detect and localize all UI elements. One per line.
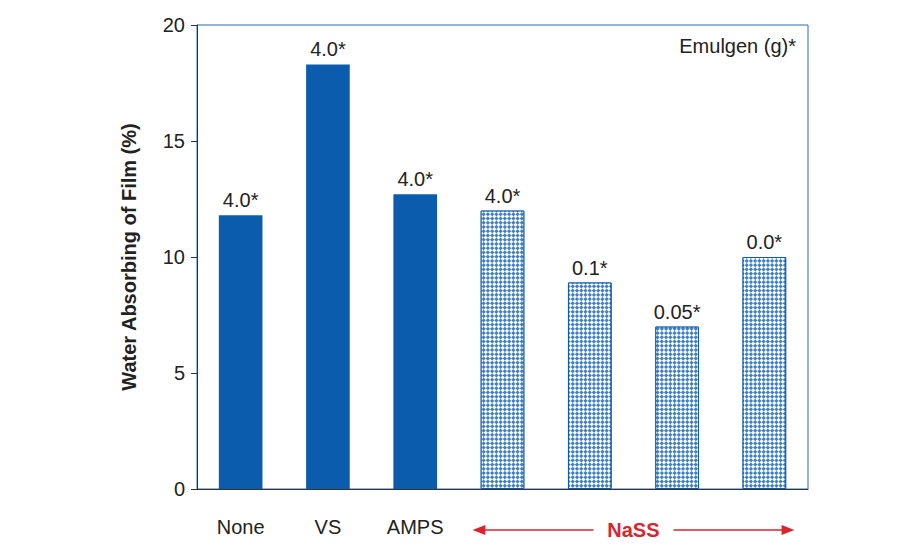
svg-text:VS: VS <box>315 516 342 538</box>
svg-text:4.0*: 4.0* <box>310 38 346 60</box>
svg-text:None: None <box>217 516 265 538</box>
svg-text:4.0*: 4.0* <box>485 185 521 207</box>
svg-text:15: 15 <box>163 130 185 152</box>
svg-text:Emulgen (g)*: Emulgen (g)* <box>679 35 796 57</box>
svg-text:NaSS: NaSS <box>607 519 659 541</box>
svg-text:4.0*: 4.0* <box>397 168 433 190</box>
svg-text:AMPS: AMPS <box>387 516 444 538</box>
svg-text:0.1*: 0.1* <box>572 257 608 279</box>
svg-text:0: 0 <box>174 478 185 500</box>
svg-text:5: 5 <box>174 362 185 384</box>
svg-text:0.0*: 0.0* <box>747 231 783 253</box>
svg-text:10: 10 <box>163 246 185 268</box>
svg-text:4.0*: 4.0* <box>223 189 259 211</box>
svg-text:0.05*: 0.05* <box>654 301 701 323</box>
svg-text:Water Absorbing of Film (%): Water Absorbing of Film (%) <box>118 123 140 390</box>
svg-text:20: 20 <box>163 14 185 36</box>
